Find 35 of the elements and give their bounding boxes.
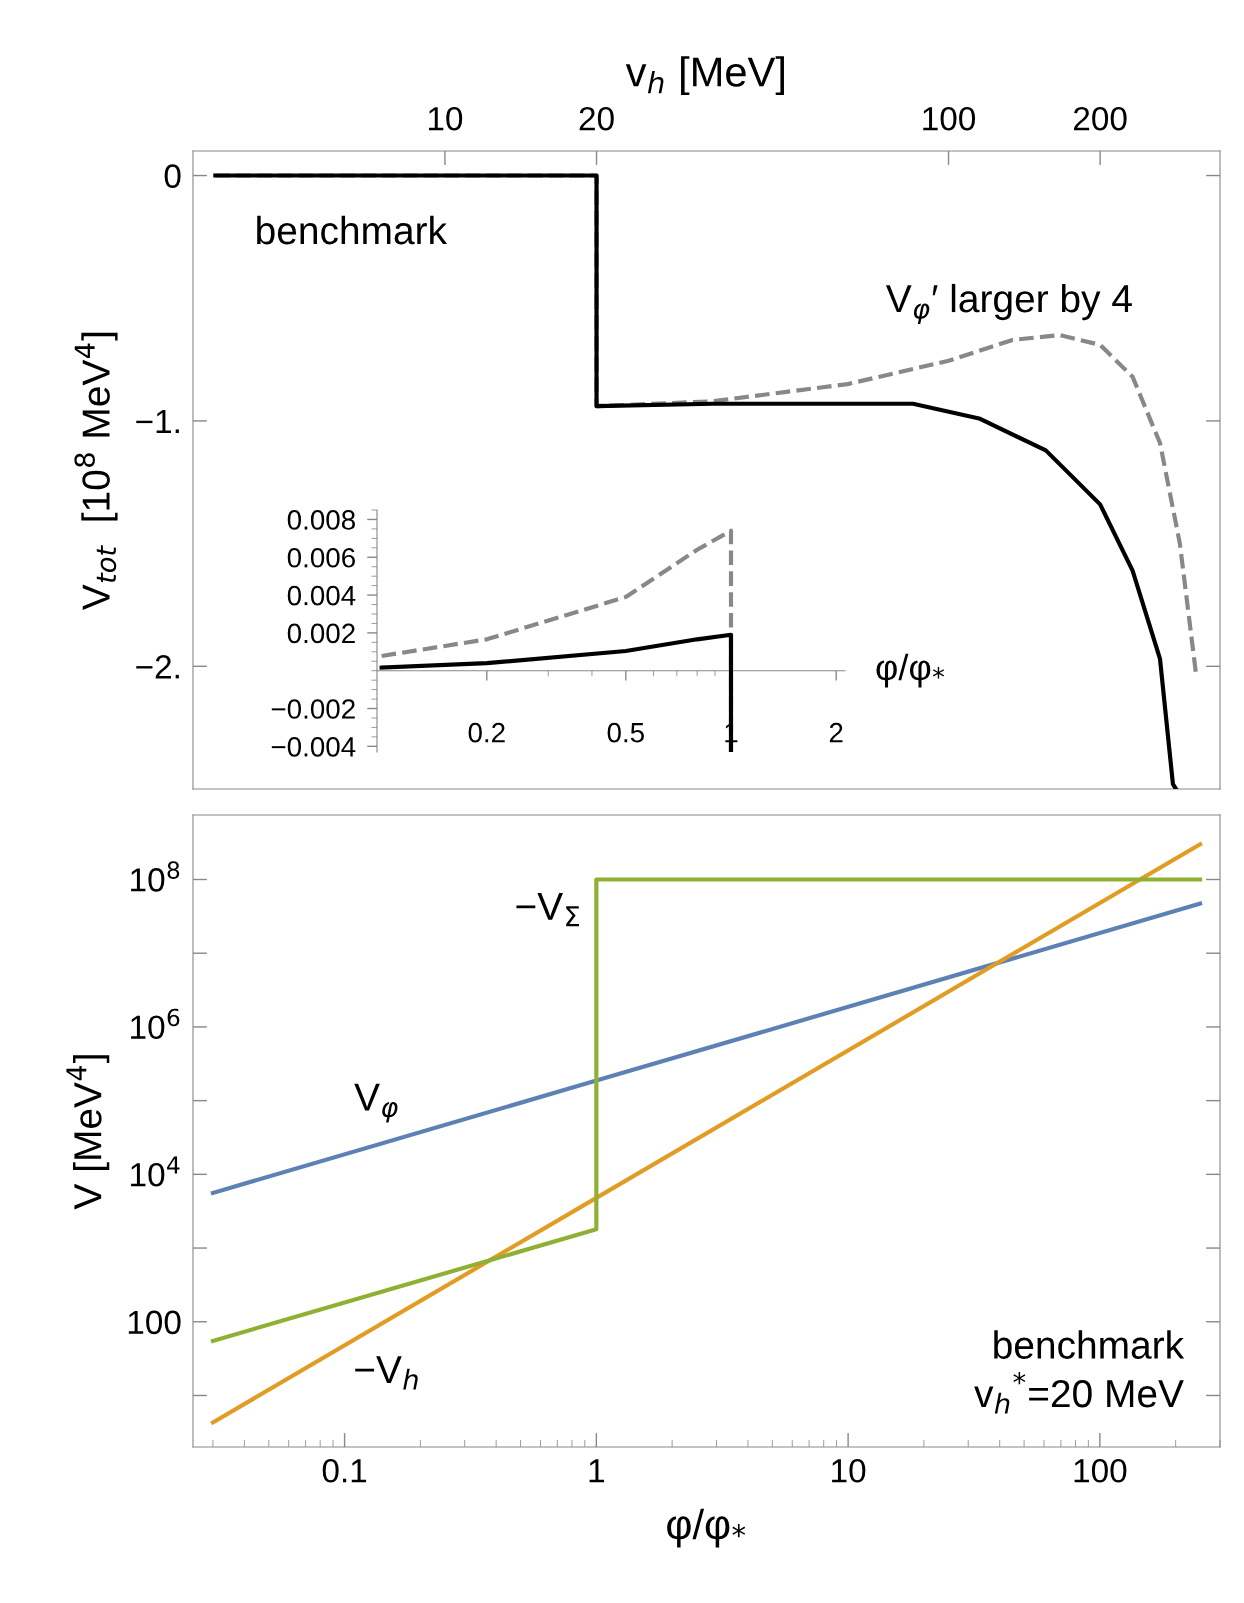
x-tick-label: 0.1 (322, 1458, 367, 1483)
y-tick-label: 0.008 (287, 510, 355, 530)
x-axis-title: φ/φ$_{*}$ (667, 1508, 746, 1548)
x-tick-label: 100 (1074, 1458, 1127, 1483)
y-tick-label: −0.002 (271, 699, 355, 719)
y-tick-label: 10$^{4}$ (131, 1156, 180, 1187)
y-tick-label: 0.002 (287, 623, 355, 644)
annotation: benchmark (257, 215, 448, 245)
x-tick-label: 0.2 (468, 722, 505, 743)
annotation: −V$_{Σ}$ (516, 893, 579, 927)
annotation: benchmark v$_{h}$$^{*}$=20 MeV (974, 1330, 1185, 1414)
y-tick-label: −1. (136, 410, 179, 433)
y-axis-title: V [MeV$^{4}$] (66, 1055, 110, 1210)
annotation: V$_{φ}$ (354, 1083, 398, 1123)
x-tick-label: 100 (923, 106, 976, 131)
y-tick-label: 0 (164, 164, 181, 188)
y-tick-label: 0.004 (287, 585, 356, 606)
x-axis-title: v$_{h}$ [MeV] (625, 56, 784, 96)
y-tick-label: 100 (128, 1310, 181, 1335)
x-axis-title: φ/φ$_{*}$ (876, 653, 945, 688)
y-tick-label: 0.006 (287, 547, 355, 568)
annotation: −V$_{h}$ (355, 1356, 418, 1390)
y-tick-label: 10$^{8}$ (131, 861, 180, 892)
x-tick-label: 2 (829, 722, 843, 743)
annotation: V$_{φ}$′ larger by 4 (885, 283, 1132, 325)
y-tick-label: −2. (136, 655, 179, 679)
y-axis-title: V$_{tot}$ [10$^{8}$ MeV$^{4}$] (74, 332, 118, 611)
x-tick-label: 20 (579, 106, 614, 131)
x-tick-label: 200 (1074, 106, 1127, 131)
x-tick-label: 10 (428, 106, 463, 131)
x-tick-label: 0.5 (607, 722, 644, 743)
y-tick-label: −0.004 (271, 737, 356, 757)
x-tick-label: 10 (832, 1458, 866, 1483)
x-tick-label: 1 (589, 1459, 604, 1483)
y-tick-label: 10$^{6}$ (131, 1008, 180, 1040)
